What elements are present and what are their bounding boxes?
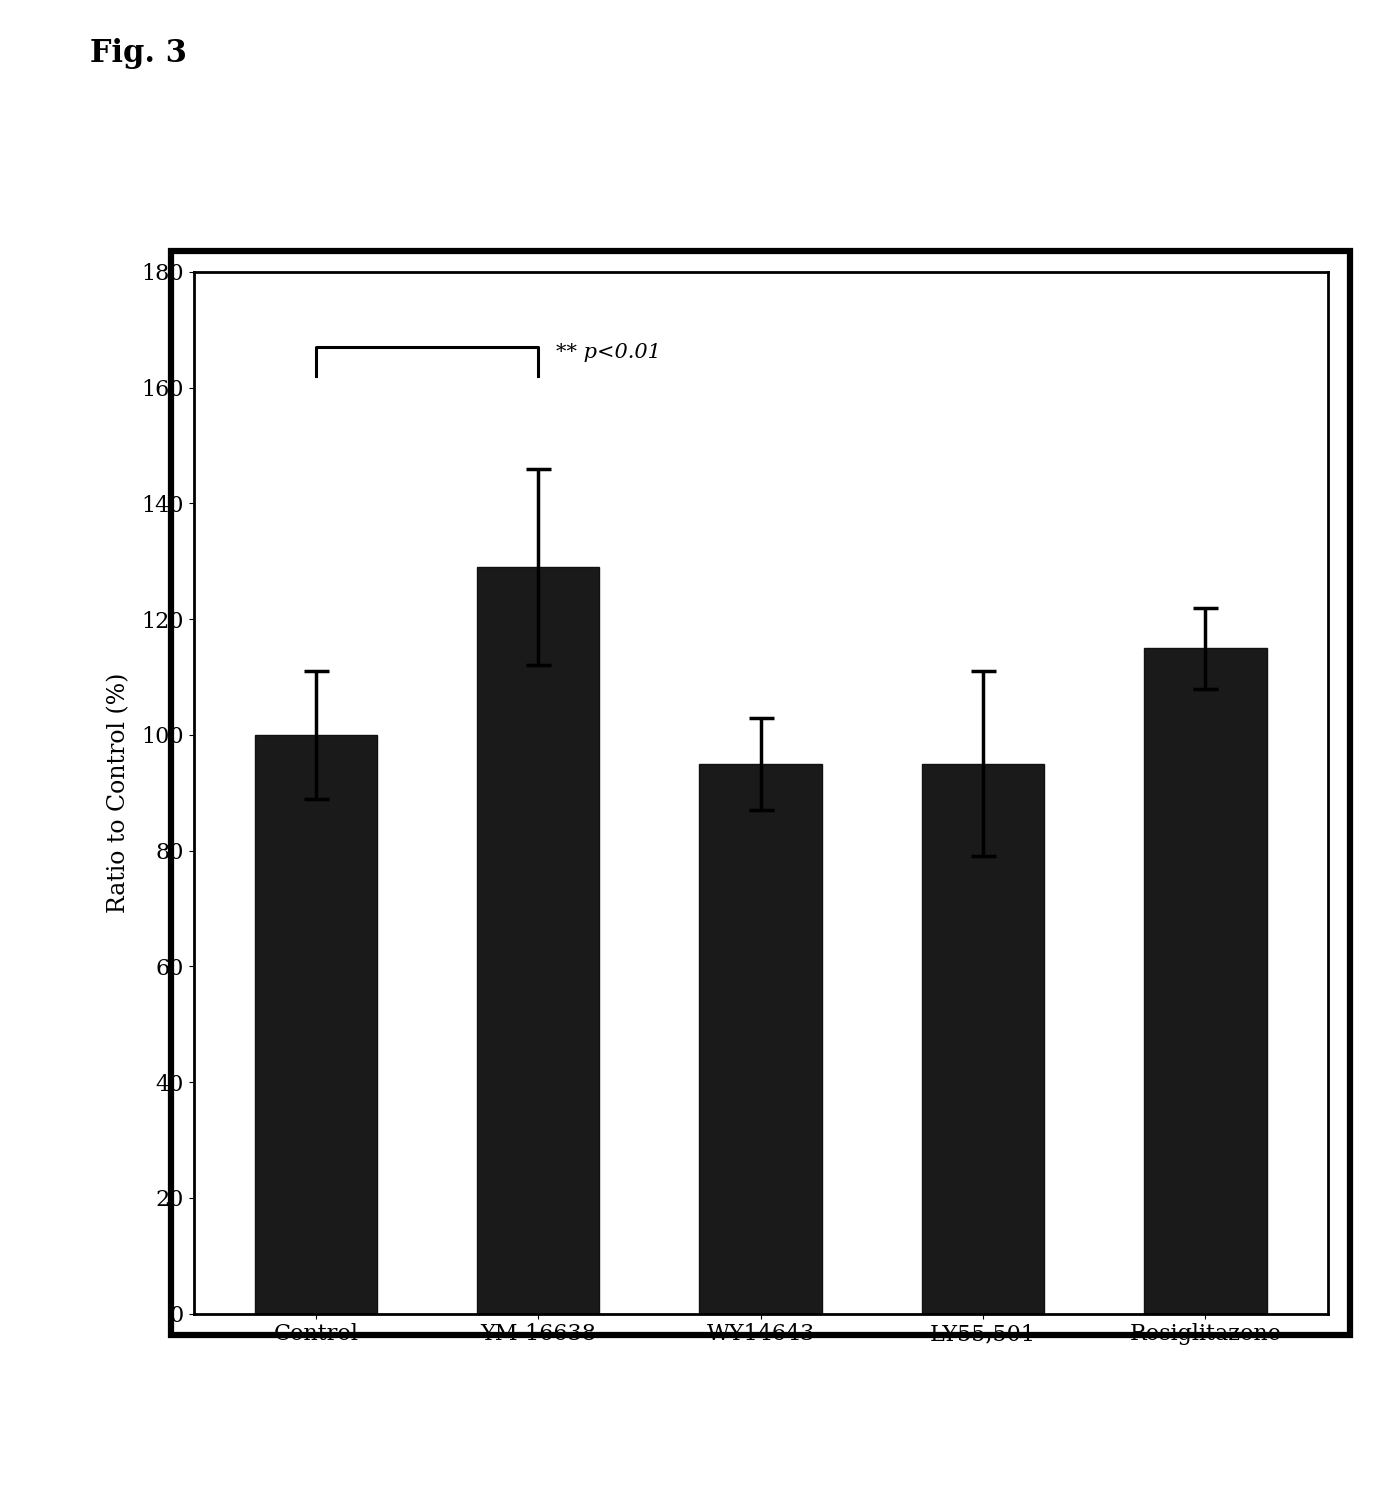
Bar <box>922 764 1044 1314</box>
Bar <box>700 764 822 1314</box>
Text: ** p<0.01: ** p<0.01 <box>556 343 661 362</box>
Bar <box>1144 648 1267 1314</box>
Y-axis label: Ratio to Control (%): Ratio to Control (%) <box>106 672 130 914</box>
Text: Fig. 3: Fig. 3 <box>90 38 187 69</box>
Bar <box>477 568 599 1314</box>
Bar <box>254 735 378 1314</box>
